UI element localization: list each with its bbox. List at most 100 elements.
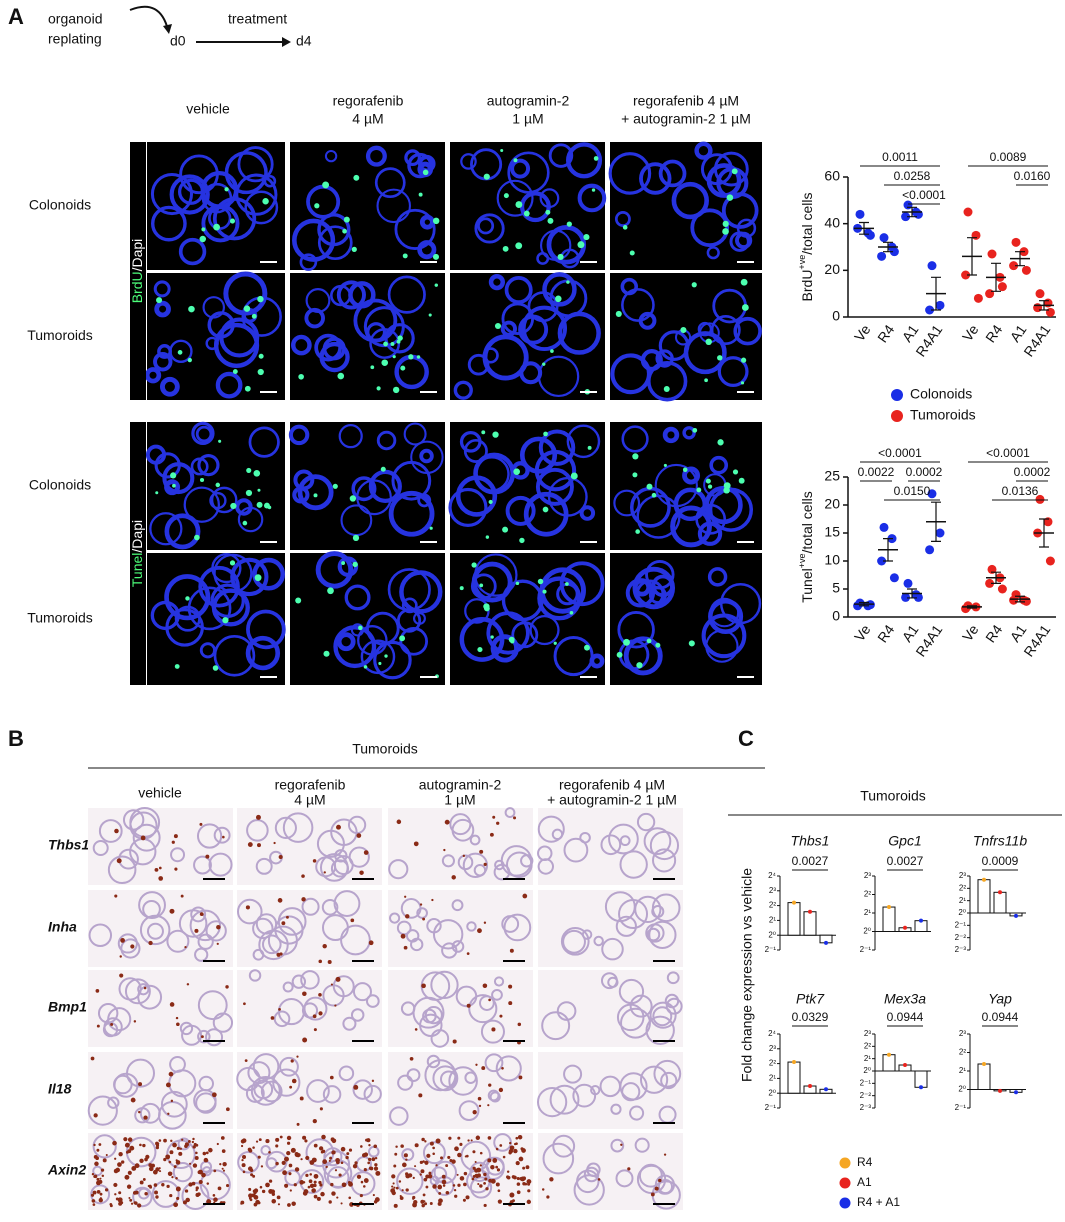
- stain-dot: [95, 1156, 99, 1161]
- bar-marker: [824, 1087, 828, 1092]
- nucleus-ring: [505, 495, 536, 526]
- data-point: [855, 209, 865, 219]
- nucleus-ring: [620, 277, 639, 296]
- y-tick-label: 2¹: [864, 908, 871, 917]
- nucleus-ring: [215, 371, 243, 399]
- legend-dot: [839, 1197, 851, 1209]
- x-tick-label: R4A1: [912, 322, 945, 360]
- tissue-ring: [424, 1006, 443, 1025]
- stain-dot: [275, 1137, 280, 1142]
- stain-dot: [259, 1185, 263, 1189]
- bar: [787, 1061, 801, 1094]
- bar-marker: [824, 940, 828, 945]
- stain-dot: [120, 1160, 125, 1164]
- stain-dot: [104, 1188, 109, 1192]
- stain-dot: [241, 1159, 244, 1162]
- y-tick-label: 2⁻³: [955, 945, 967, 954]
- stain-part: BrdU: [129, 271, 145, 303]
- bar-marker: [919, 918, 923, 923]
- bar-marker: [982, 877, 986, 882]
- nucleus-ring: [709, 597, 740, 628]
- y-tick-label: 2⁻¹: [955, 1103, 967, 1112]
- nucleus-ring: [374, 167, 406, 199]
- stain-dot: [335, 1157, 340, 1163]
- stain-dot: [94, 1161, 99, 1167]
- stain-dot: [134, 1163, 140, 1169]
- stain-dot: [445, 1190, 450, 1195]
- stain-dot: [129, 1198, 133, 1202]
- positive-cell: [537, 578, 544, 585]
- data-point: [987, 249, 997, 259]
- stain-dot: [205, 854, 210, 859]
- stain-dot: [281, 921, 286, 926]
- nucleus-ring: [360, 639, 396, 675]
- positive-cell: [222, 617, 229, 624]
- bar: [914, 1070, 928, 1088]
- positive-cell: [254, 574, 262, 582]
- arrow-head: [163, 24, 172, 34]
- tissue-ring: [250, 1075, 281, 1106]
- nucleus-ring: [518, 314, 549, 345]
- stain-dot: [268, 1189, 274, 1194]
- tissue-ring: [260, 1144, 271, 1156]
- stain-dot: [170, 1139, 173, 1143]
- stain-dot: [279, 1135, 283, 1139]
- nucleus-ring: [388, 490, 435, 537]
- stain-dot: [432, 1184, 437, 1189]
- positive-cell: [230, 502, 237, 510]
- stain-dot: [128, 1196, 131, 1199]
- stain-dot: [488, 1178, 493, 1183]
- stain-dot: [194, 1156, 199, 1160]
- data-point: [889, 573, 899, 583]
- micrograph-bg: [88, 1052, 233, 1129]
- stain-dot: [300, 1158, 303, 1161]
- stain-dot: [290, 1147, 296, 1153]
- stain-dot: [147, 1184, 151, 1188]
- positive-cell: [429, 526, 433, 530]
- y-tick-label: 2⁰: [863, 927, 871, 936]
- stain-dot: [474, 1173, 479, 1178]
- stain-dot: [497, 1199, 502, 1204]
- stain-dot: [302, 1181, 306, 1184]
- stain-dot: [663, 1153, 667, 1156]
- nucleus-ring: [645, 559, 675, 590]
- positive-cell: [322, 181, 330, 189]
- stain-dot: [491, 1027, 496, 1032]
- nucleus-ring: [330, 284, 352, 307]
- stain-dot: [414, 1143, 419, 1148]
- nucleus-ring: [169, 339, 193, 364]
- stain-dot: [130, 944, 135, 949]
- stain-dot: [199, 822, 203, 826]
- micrograph: [147, 142, 285, 270]
- nucleus-ring: [153, 280, 171, 298]
- nucleus-ring: [210, 486, 238, 514]
- schematic-text: d0: [170, 33, 186, 49]
- stain-dot: [148, 1166, 154, 1172]
- stain-dot: [424, 1140, 427, 1143]
- significance-label: 0.0011: [882, 150, 918, 164]
- positive-cell: [707, 484, 713, 489]
- stain-dot: [99, 1192, 103, 1196]
- stain-dot: [502, 1155, 506, 1159]
- tissue-ring: [160, 1090, 188, 1118]
- tissue-ring: [124, 978, 151, 1005]
- stain-dot: [226, 1184, 230, 1188]
- stain-dot: [118, 1191, 122, 1195]
- data-point: [913, 592, 923, 602]
- y-tick-label: 2⁴: [768, 871, 776, 880]
- stain-dot: [98, 1198, 103, 1203]
- positive-cell: [397, 335, 403, 341]
- positive-cell: [655, 642, 661, 648]
- positive-cell: [705, 338, 712, 346]
- stain-dot: [477, 1096, 482, 1101]
- positive-cell: [399, 635, 406, 642]
- stain-dot: [181, 1138, 184, 1141]
- stain-dot: [98, 1143, 102, 1146]
- stain-dot: [318, 1180, 322, 1185]
- nucleus-ring: [293, 469, 315, 491]
- stain-dot: [252, 1146, 255, 1149]
- stain-dot: [359, 1194, 363, 1198]
- stain-dot: [354, 1161, 358, 1165]
- stain-dot: [521, 1148, 526, 1153]
- stain-dot: [253, 1191, 257, 1195]
